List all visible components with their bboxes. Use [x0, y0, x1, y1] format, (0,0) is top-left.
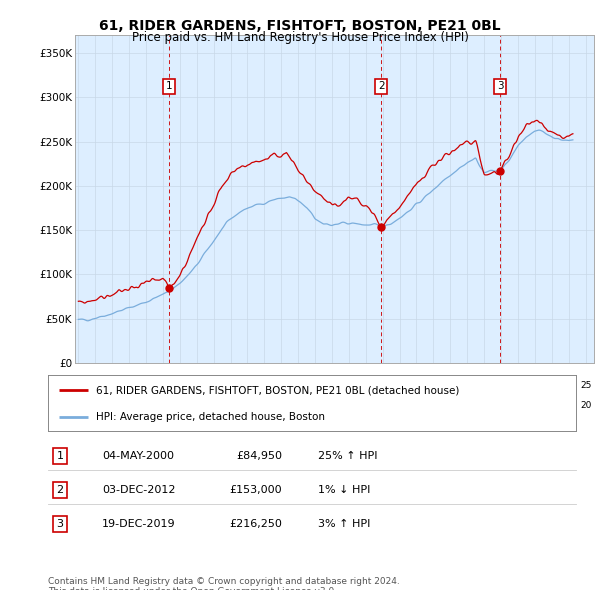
- Text: 19: 19: [124, 401, 135, 409]
- Text: 20: 20: [225, 401, 236, 409]
- Text: 25% ↑ HPI: 25% ↑ HPI: [318, 451, 377, 461]
- Text: 16: 16: [428, 381, 439, 390]
- Text: 10: 10: [326, 381, 338, 390]
- Text: HPI: Average price, detached house, Boston: HPI: Average price, detached house, Bost…: [95, 412, 325, 422]
- Text: 20: 20: [174, 401, 185, 409]
- Text: 20: 20: [546, 401, 557, 409]
- Text: 20: 20: [259, 401, 270, 409]
- Text: 21: 21: [512, 381, 524, 390]
- Text: 20: 20: [478, 401, 490, 409]
- Text: 20: 20: [343, 401, 355, 409]
- Text: 05: 05: [242, 381, 253, 390]
- Text: 20: 20: [326, 401, 338, 409]
- Text: 17: 17: [445, 381, 456, 390]
- Text: 20: 20: [242, 401, 253, 409]
- Text: 23: 23: [546, 381, 557, 390]
- Text: 95: 95: [73, 381, 84, 390]
- Text: 20: 20: [360, 401, 371, 409]
- Text: 2: 2: [56, 485, 64, 495]
- Text: 19: 19: [89, 401, 101, 409]
- Text: 3: 3: [56, 519, 64, 529]
- Text: 61, RIDER GARDENS, FISHTOFT, BOSTON, PE21 0BL (detached house): 61, RIDER GARDENS, FISHTOFT, BOSTON, PE2…: [95, 385, 459, 395]
- Text: 22: 22: [529, 381, 541, 390]
- Text: 02: 02: [191, 381, 202, 390]
- Text: 25: 25: [580, 381, 591, 390]
- Text: 1% ↓ HPI: 1% ↓ HPI: [318, 485, 370, 495]
- Text: 20: 20: [157, 401, 169, 409]
- Text: 20: 20: [461, 401, 473, 409]
- Text: 20: 20: [275, 401, 287, 409]
- Text: 19-DEC-2019: 19-DEC-2019: [102, 519, 176, 529]
- Text: 18: 18: [461, 381, 473, 390]
- Text: 08: 08: [292, 381, 304, 390]
- Text: 13: 13: [377, 381, 388, 390]
- Text: 20: 20: [411, 401, 422, 409]
- Text: 06: 06: [259, 381, 270, 390]
- Text: 00: 00: [157, 381, 169, 390]
- Text: 20: 20: [529, 401, 541, 409]
- Text: 20: 20: [377, 401, 388, 409]
- Text: 03: 03: [208, 381, 220, 390]
- Text: 20: 20: [496, 381, 507, 390]
- Text: 98: 98: [124, 381, 135, 390]
- Text: 12: 12: [360, 381, 371, 390]
- Text: 19: 19: [478, 381, 490, 390]
- Text: 2: 2: [378, 81, 385, 91]
- Text: £84,950: £84,950: [236, 451, 282, 461]
- Text: 11: 11: [343, 381, 355, 390]
- Text: 20: 20: [496, 401, 507, 409]
- Text: 20: 20: [445, 401, 456, 409]
- Text: 20: 20: [310, 401, 321, 409]
- Text: 1: 1: [56, 451, 64, 461]
- Text: 20: 20: [292, 401, 304, 409]
- Text: 20: 20: [580, 401, 591, 409]
- Text: 96: 96: [89, 381, 101, 390]
- Text: 19: 19: [106, 401, 118, 409]
- Text: 15: 15: [411, 381, 422, 390]
- Text: 3% ↑ HPI: 3% ↑ HPI: [318, 519, 370, 529]
- Text: 61, RIDER GARDENS, FISHTOFT, BOSTON, PE21 0BL: 61, RIDER GARDENS, FISHTOFT, BOSTON, PE2…: [99, 19, 501, 33]
- Text: 20: 20: [512, 401, 524, 409]
- Text: 3: 3: [497, 81, 503, 91]
- Text: 20: 20: [428, 401, 439, 409]
- Text: 04-MAY-2000: 04-MAY-2000: [102, 451, 174, 461]
- Text: Price paid vs. HM Land Registry's House Price Index (HPI): Price paid vs. HM Land Registry's House …: [131, 31, 469, 44]
- Text: 1: 1: [166, 81, 172, 91]
- Text: 14: 14: [394, 381, 405, 390]
- Text: 01: 01: [174, 381, 185, 390]
- Text: 97: 97: [106, 381, 118, 390]
- Text: Contains HM Land Registry data © Crown copyright and database right 2024.
This d: Contains HM Land Registry data © Crown c…: [48, 577, 400, 590]
- Text: 19: 19: [73, 401, 84, 409]
- Text: 07: 07: [275, 381, 287, 390]
- Text: 20: 20: [563, 401, 574, 409]
- Text: £216,250: £216,250: [229, 519, 282, 529]
- Text: 20: 20: [208, 401, 220, 409]
- Text: 04: 04: [225, 381, 236, 390]
- Text: 24: 24: [563, 381, 574, 390]
- Text: £153,000: £153,000: [229, 485, 282, 495]
- Text: 20: 20: [191, 401, 202, 409]
- Text: 99: 99: [140, 381, 152, 390]
- Text: 03-DEC-2012: 03-DEC-2012: [102, 485, 176, 495]
- Text: 19: 19: [140, 401, 152, 409]
- Text: 20: 20: [394, 401, 405, 409]
- Text: 09: 09: [310, 381, 321, 390]
